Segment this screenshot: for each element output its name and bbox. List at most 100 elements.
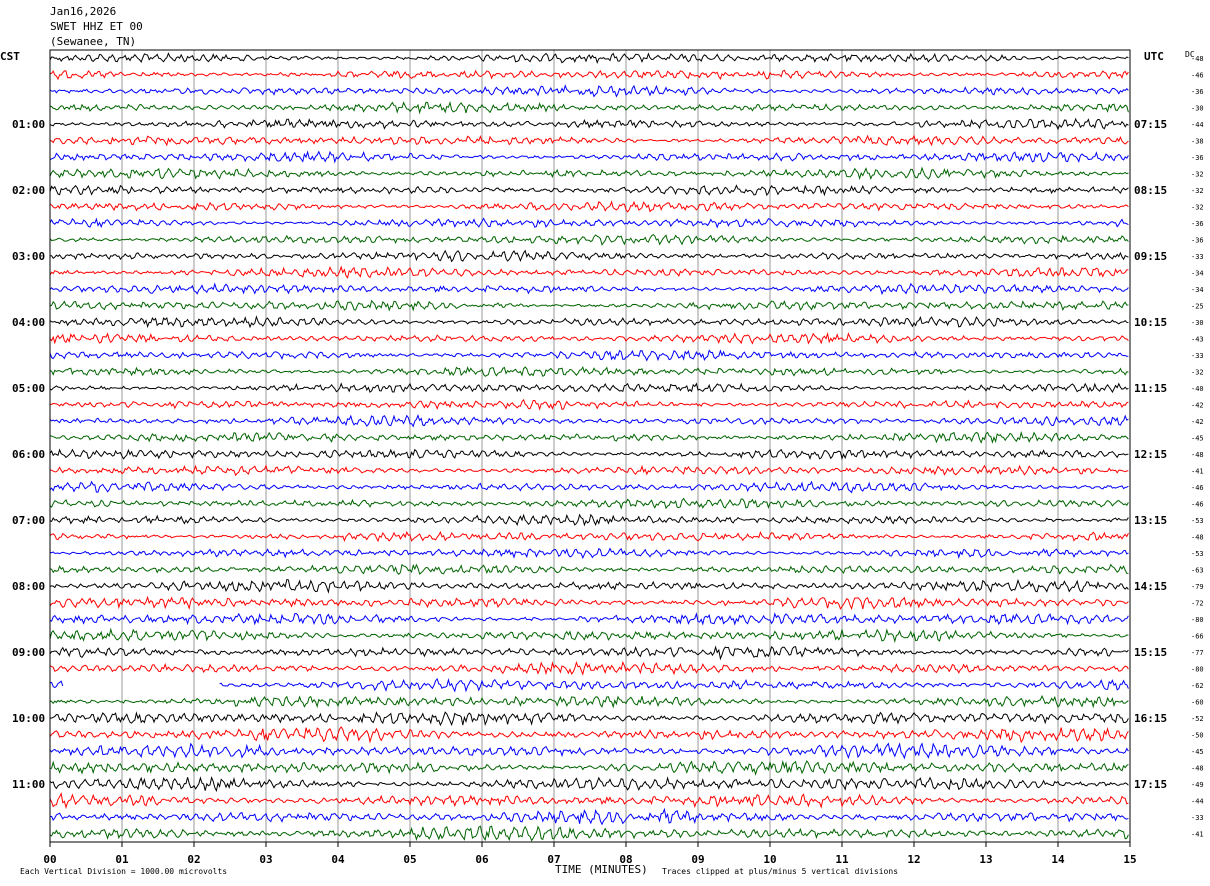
seismic-trace: [49, 365, 1129, 377]
utc-hour-label: 11:15: [1134, 382, 1167, 395]
dc-offset-label: -46: [1191, 72, 1204, 80]
dc-offset-label: -36: [1191, 237, 1204, 245]
seismic-trace: [49, 660, 1129, 676]
seismic-trace: [49, 480, 1129, 494]
x-tick-label: 07: [547, 853, 560, 866]
x-tick-label: 09: [691, 853, 704, 866]
seismic-trace: [49, 430, 1129, 444]
x-tick-label: 01: [115, 853, 129, 866]
seismic-trace: [49, 69, 1129, 81]
seismic-trace: [49, 578, 1129, 594]
seismic-trace: [49, 497, 1129, 510]
seismic-trace: [49, 134, 1129, 147]
cst-hour-label: 06:00: [12, 448, 45, 461]
seismic-trace: [49, 627, 1129, 644]
seismic-trace: [49, 100, 1129, 115]
seismic-trace: [49, 807, 1129, 826]
cst-hour-label: 07:00: [12, 514, 45, 527]
seismic-trace: [49, 382, 1129, 394]
dc-offset-label: -42: [1191, 402, 1204, 410]
seismic-trace: [49, 265, 1129, 279]
dc-offset-label: -33: [1191, 253, 1204, 261]
dc-offset-label: -77: [1191, 649, 1204, 657]
x-tick-label: 04: [331, 853, 345, 866]
dc-offset-label: -34: [1191, 270, 1204, 278]
seismic-trace: [49, 315, 1129, 329]
dc-offset-label: -50: [1191, 732, 1204, 740]
seismic-trace: [49, 547, 1129, 560]
scale-note: Each Vertical Division = 1000.00 microvo…: [20, 867, 228, 876]
cst-hour-label: 10:00: [12, 712, 45, 725]
dc-offset-label: -53: [1191, 550, 1204, 558]
dc-offset-label: -48: [1191, 55, 1204, 63]
dc-offset-label: -32: [1191, 369, 1204, 377]
seismic-trace: [49, 742, 1129, 760]
seismic-trace: [49, 448, 1129, 461]
plot-date: Jan16,2026: [50, 5, 117, 18]
dc-offset-label: -32: [1191, 204, 1204, 212]
x-tick-label: 05: [403, 853, 416, 866]
seismic-trace: [49, 711, 1129, 727]
seismic-trace: [49, 349, 1129, 362]
dc-offset-label: -32: [1191, 187, 1204, 195]
right-timezone-label: UTC: [1144, 50, 1164, 63]
x-tick-label: 15: [1123, 853, 1136, 866]
dc-offset-label: -40: [1191, 385, 1204, 393]
plot-labels: 00 01 02 03 04 05 06 07 08 09 10 11 12 13 14 15 -48 -46 -3…: [12, 55, 1204, 866]
seismic-trace: [49, 775, 1129, 793]
dc-offset-label: -66: [1191, 633, 1204, 641]
dc-offset-label: -62: [1191, 682, 1204, 690]
left-timezone-label: CST: [0, 50, 20, 63]
utc-hour-label: 15:15: [1134, 646, 1167, 659]
dc-offset-label: -41: [1191, 831, 1204, 839]
dc-offset-label: -49: [1191, 781, 1204, 789]
dc-offset-label: -36: [1191, 88, 1204, 96]
cst-hour-label: 04:00: [12, 316, 45, 329]
x-tick-label: 10: [763, 853, 776, 866]
clip-note: Traces clipped at plus/minus 5 vertical …: [662, 867, 899, 876]
utc-hour-label: 17:15: [1134, 778, 1167, 791]
seismic-trace: [49, 759, 1129, 776]
cst-hour-label: 01:00: [12, 118, 45, 131]
seismic-trace: [49, 331, 1129, 345]
seismic-trace: [49, 299, 1129, 312]
dc-offset-label: -60: [1191, 699, 1204, 707]
plot-frame: [49, 49, 1131, 843]
dc-offset-label: -80: [1191, 666, 1204, 674]
seismic-trace: [49, 282, 1129, 296]
x-tick-label: 02: [187, 853, 200, 866]
x-tick-label: 03: [259, 853, 272, 866]
dc-offset-label: -48: [1191, 765, 1204, 773]
cst-hour-label: 08:00: [12, 580, 45, 593]
seismic-trace: [49, 825, 1129, 842]
utc-hour-label: 13:15: [1134, 514, 1167, 527]
seismic-traces: [49, 52, 1129, 842]
seismic-trace: [49, 678, 1129, 693]
seismic-trace: [49, 726, 1129, 744]
dc-offset-label: -79: [1191, 583, 1204, 591]
utc-hour-label: 14:15: [1134, 580, 1167, 593]
dc-offset-label: -34: [1191, 286, 1204, 294]
seismic-trace: [49, 117, 1129, 131]
dc-header-label: DC: [1185, 50, 1195, 59]
seismic-trace: [49, 84, 1129, 98]
seismic-trace: [49, 414, 1129, 428]
dc-offset-label: -45: [1191, 435, 1204, 443]
cst-hour-label: 05:00: [12, 382, 45, 395]
seismic-trace: [49, 563, 1129, 575]
dc-offset-label: -36: [1191, 220, 1204, 228]
dc-offset-label: -36: [1191, 154, 1204, 162]
station-code: SWET HHZ ET 00: [50, 20, 143, 33]
x-tick-label: 00: [43, 853, 56, 866]
x-axis-title: TIME (MINUTES): [555, 863, 648, 876]
utc-hour-label: 08:15: [1134, 184, 1167, 197]
utc-hour-label: 07:15: [1134, 118, 1167, 131]
dc-offset-label: -72: [1191, 600, 1204, 608]
dc-offset-label: -52: [1191, 715, 1204, 723]
dc-offset-label: -38: [1191, 138, 1204, 146]
seismic-trace: [49, 464, 1129, 477]
dc-offset-label: -33: [1191, 814, 1204, 822]
utc-hour-label: 10:15: [1134, 316, 1167, 329]
dc-offset-label: -46: [1191, 484, 1204, 492]
utc-hour-label: 16:15: [1134, 712, 1167, 725]
